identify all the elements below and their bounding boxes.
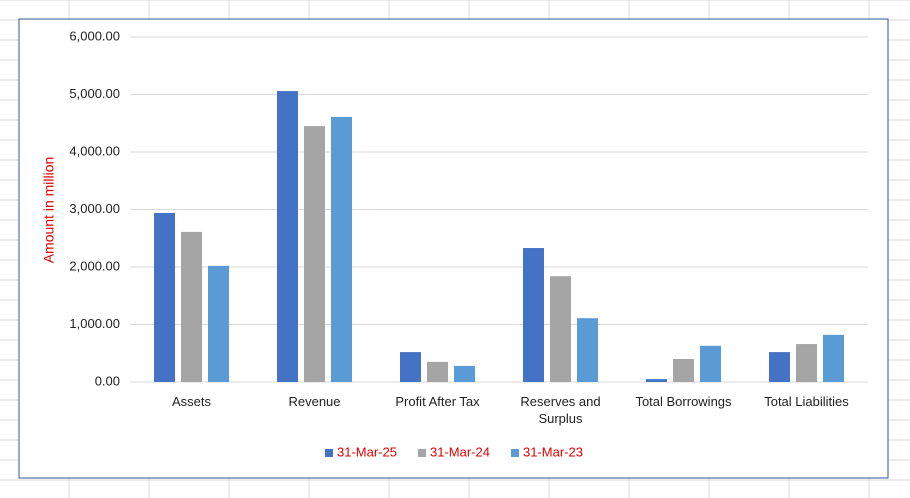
bar <box>208 265 229 382</box>
y-tick-label: 6,000.00 <box>69 28 120 43</box>
bar <box>304 126 325 382</box>
x-tick-label: Reserves and Surplus <box>520 394 601 426</box>
x-tick-label: Total Borrowings <box>635 394 732 409</box>
y-tick-label: 4,000.00 <box>69 143 120 158</box>
bar <box>454 365 475 382</box>
bar <box>523 248 544 382</box>
bar <box>400 352 421 382</box>
legend-label: 31-Mar-24 <box>430 444 490 459</box>
legend-swatch <box>511 449 519 457</box>
legend-swatch <box>418 449 426 457</box>
bar <box>769 352 790 382</box>
x-tick-label: Total Liabilities <box>764 394 849 409</box>
y-tick-label: 5,000.00 <box>69 86 120 101</box>
bar <box>700 345 721 382</box>
y-tick-label: 0.00 <box>95 373 120 388</box>
bar <box>181 231 202 382</box>
y-tick-label: 3,000.00 <box>69 201 120 216</box>
bar <box>331 116 352 383</box>
legend-label: 31-Mar-23 <box>523 444 583 459</box>
legend-label: 31-Mar-25 <box>337 444 397 459</box>
bar <box>796 344 817 382</box>
bar <box>823 334 844 382</box>
bar <box>646 379 667 382</box>
x-tick-label: Assets <box>171 394 211 409</box>
bar <box>550 276 571 382</box>
y-tick-label: 1,000.00 <box>69 316 120 331</box>
y-tick-label: 2,000.00 <box>69 258 120 273</box>
bar <box>673 359 694 382</box>
bar <box>277 91 298 383</box>
x-tick-label: Revenue <box>288 394 341 409</box>
bar <box>427 361 448 382</box>
x-tick-label: Profit After Tax <box>395 394 480 409</box>
legend-swatch <box>325 449 333 457</box>
bar <box>154 212 175 382</box>
y-axis-label: Amount in million <box>41 157 57 264</box>
bar <box>577 318 598 382</box>
